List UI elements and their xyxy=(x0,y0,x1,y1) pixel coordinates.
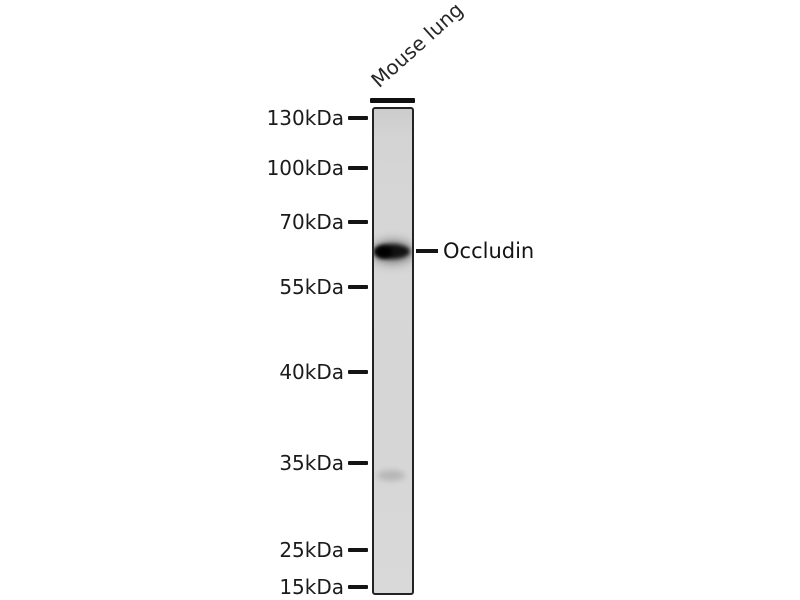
lane-label: Mouse lung xyxy=(366,0,468,93)
lane-top-bar xyxy=(370,98,415,103)
band-callout: Occludin xyxy=(416,239,534,263)
occludin-band-dark-spot xyxy=(375,246,392,258)
mw-tick xyxy=(348,116,368,120)
mw-tick xyxy=(348,585,368,589)
mw-marker-40kda: 40kDa xyxy=(0,360,368,384)
mw-marker-70kda: 70kDa xyxy=(0,210,368,234)
band-annotation-label: Occludin xyxy=(443,239,535,263)
mw-tick xyxy=(348,548,368,552)
gel-lane xyxy=(372,107,414,595)
mw-label: 25kDa xyxy=(279,538,344,562)
mw-label: 55kDa xyxy=(279,275,344,299)
mw-label: 15kDa xyxy=(279,575,344,599)
mw-tick xyxy=(348,370,368,374)
mw-label: 40kDa xyxy=(279,360,344,384)
mw-marker-25kda: 25kDa xyxy=(0,538,368,562)
mw-tick xyxy=(348,461,368,465)
mw-marker-15kda: 15kDa xyxy=(0,575,368,599)
mw-label: 70kDa xyxy=(279,210,344,234)
callout-dash xyxy=(416,249,438,253)
mw-marker-100kda: 100kDa xyxy=(0,156,368,180)
mw-marker-35kda: 35kDa xyxy=(0,451,368,475)
faint-nonspecific-band xyxy=(377,470,405,481)
mw-tick xyxy=(348,166,368,170)
mw-marker-130kda: 130kDa xyxy=(0,106,368,130)
mw-label: 100kDa xyxy=(266,156,344,180)
mw-label: 130kDa xyxy=(266,106,344,130)
mw-marker-55kda: 55kDa xyxy=(0,275,368,299)
mw-tick xyxy=(348,285,368,289)
mw-tick xyxy=(348,220,368,224)
mw-label: 35kDa xyxy=(279,451,344,475)
